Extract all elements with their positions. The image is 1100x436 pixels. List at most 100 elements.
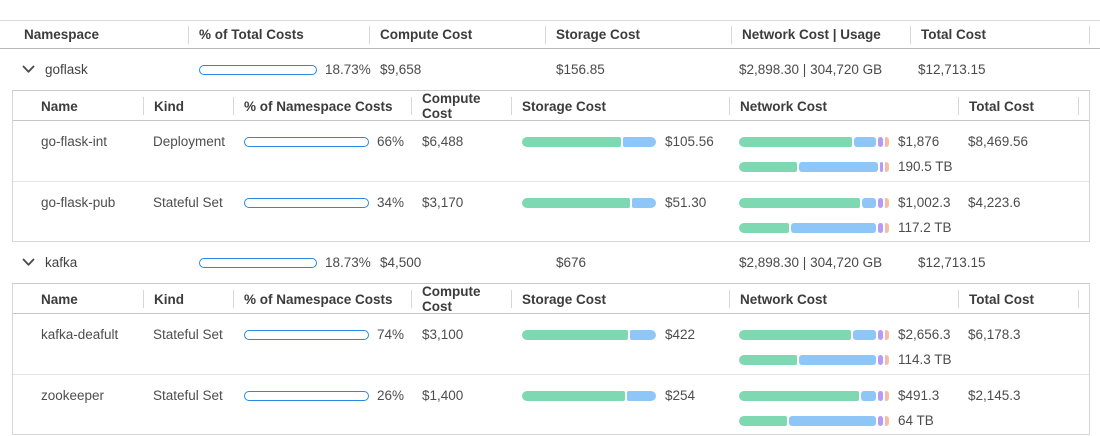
subcol-header-percent-ns: % of Namespace Costs xyxy=(233,284,411,314)
bar-segment-t xyxy=(884,222,889,233)
workload-kind: Stateful Set xyxy=(153,195,223,210)
percent-total-bar xyxy=(199,257,317,268)
storage-cost-bar xyxy=(522,329,656,340)
workload-compute-cost: $3,170 xyxy=(422,195,464,210)
bar-segment-p xyxy=(878,329,883,340)
workload-total-cost: $4,223.6 xyxy=(968,195,1021,210)
chevron-down-icon[interactable] xyxy=(22,258,35,267)
workload-compute-cost: $6,488 xyxy=(422,134,464,149)
workload-total-cost: $2,145.3 xyxy=(968,388,1021,403)
storage-cost-label: $51.30 xyxy=(665,195,707,210)
col-header-namespace: Namespace xyxy=(24,27,100,42)
workload-row-go-flask-int[interactable]: go-flask-int Deployment 66% $6,488 $105.… xyxy=(13,121,1089,181)
subcol-header-total: Total Cost xyxy=(958,91,1089,121)
subcol-header-name: Name xyxy=(41,98,78,114)
workload-compute-cost: $1,400 xyxy=(422,388,464,403)
workload-percent-cell: 34% xyxy=(233,182,411,241)
percent-namespace-label: 66% xyxy=(377,134,405,149)
bar-segment-g xyxy=(739,161,798,172)
storage-cost-bar xyxy=(522,390,656,401)
bar-segment-g xyxy=(739,329,852,340)
network-cost-bar xyxy=(739,329,889,340)
col-header-percent-total: % of Total Costs xyxy=(188,21,369,48)
subcol-header-kind: Kind xyxy=(143,91,233,121)
network-usage-bar xyxy=(739,222,889,233)
col-header-storage: Storage Cost xyxy=(545,21,731,48)
namespace-network-cost-usage: $2,898.30 | 304,720 GB xyxy=(739,255,883,270)
bar-segment-g xyxy=(522,390,625,401)
subcol-header-storage: Storage Cost xyxy=(511,284,729,314)
workload-row-kafka-deafult[interactable]: kafka-deafult Stateful Set 74% $3,100 $4… xyxy=(13,314,1089,374)
col-header-network: Network Cost | Usage xyxy=(731,21,910,48)
subcol-header-percent-ns: % of Namespace Costs xyxy=(233,91,411,121)
workload-row-go-flask-pub[interactable]: go-flask-pub Stateful Set 34% $3,170 $51… xyxy=(13,181,1089,241)
subcol-header-compute: Compute Cost xyxy=(411,91,511,121)
workload-row-zookeeper[interactable]: zookeeper Stateful Set 26% $1,400 $254 $… xyxy=(13,374,1089,434)
namespace-percent-cell: 18.73% xyxy=(188,62,371,77)
bar-segment-p xyxy=(878,136,883,147)
bar-segment-b xyxy=(854,136,877,147)
bar-segment-b xyxy=(623,136,656,147)
namespace-compute-cost: $9,658 xyxy=(380,62,422,77)
workload-kind: Deployment xyxy=(153,134,226,149)
namespace-row-goflask[interactable]: goflask 18.73% $9,658 $156.85 $2,898.30 … xyxy=(0,49,1100,90)
percent-namespace-bar xyxy=(244,197,369,208)
chevron-down-icon[interactable] xyxy=(22,65,35,74)
bar-segment-b xyxy=(860,390,877,401)
subcol-header-compute: Compute Cost xyxy=(411,284,511,314)
workload-total-cost: $8,469.56 xyxy=(968,134,1029,149)
bar-segment-p xyxy=(879,161,883,172)
namespace-compute-cost: $4,500 xyxy=(380,255,422,270)
bar-segment-t xyxy=(884,136,889,147)
network-cost-label: $2,656.3 xyxy=(898,327,951,342)
namespace-storage-cost: $676 xyxy=(556,255,587,270)
bar-segment-b xyxy=(788,415,877,426)
network-usage-label: 117.2 TB xyxy=(898,220,952,235)
storage-cost-label: $105.56 xyxy=(665,134,714,149)
workloads-header: Name Kind % of Namespace Costs Compute C… xyxy=(13,284,1089,314)
bar-segment-b xyxy=(626,390,656,401)
namespace-name-cell[interactable]: kafka xyxy=(0,255,188,270)
workload-network-cell: $491.3 64 TB xyxy=(729,375,958,434)
bar-segment-g xyxy=(739,197,860,208)
namespace-name: goflask xyxy=(45,62,88,77)
subcol-header-name: Name xyxy=(41,291,78,307)
bar-segment-t xyxy=(884,354,889,365)
network-usage-bar xyxy=(739,415,889,426)
bar-segment-g xyxy=(739,136,853,147)
bar-segment-g xyxy=(522,136,621,147)
storage-cost-bar xyxy=(522,197,656,208)
workload-name: go-flask-int xyxy=(41,134,108,149)
bar-segment-b xyxy=(632,197,656,208)
workload-storage-cell: $51.30 xyxy=(511,182,729,241)
network-usage-label: 190.5 TB xyxy=(898,159,953,174)
workloads-subtable-kafka: Name Kind % of Namespace Costs Compute C… xyxy=(12,283,1090,435)
bar-segment-g xyxy=(522,197,631,208)
workload-kind: Stateful Set xyxy=(153,388,223,403)
namespace-name-cell[interactable]: goflask xyxy=(0,62,188,77)
bar-segment-b xyxy=(629,329,656,340)
bar-segment-g xyxy=(739,415,787,426)
workload-name: zookeeper xyxy=(41,388,105,403)
namespace-network-cost-usage: $2,898.30 | 304,720 GB xyxy=(739,62,883,77)
bar-segment-b xyxy=(799,161,878,172)
namespace-table-header: Namespace % of Total Costs Compute Cost … xyxy=(0,20,1100,49)
percent-namespace-bar xyxy=(244,329,369,340)
col-header-compute: Compute Cost xyxy=(369,21,545,48)
subcol-header-total: Total Cost xyxy=(958,284,1089,314)
namespace-total-cost: $12,713.15 xyxy=(918,62,986,77)
network-cost-bar xyxy=(739,197,889,208)
network-cost-label: $491.3 xyxy=(898,388,940,403)
workload-compute-cost: $3,100 xyxy=(422,327,464,342)
workload-network-cell: $2,656.3 114.3 TB xyxy=(729,314,958,374)
namespace-total-cost: $12,713.15 xyxy=(918,255,986,270)
namespace-row-kafka[interactable]: kafka 18.73% $4,500 $676 $2,898.30 | 304… xyxy=(0,242,1100,283)
bar-segment-b xyxy=(861,197,877,208)
top-spacer xyxy=(0,0,1100,20)
workload-percent-cell: 26% xyxy=(233,375,411,434)
bar-segment-g xyxy=(522,329,628,340)
percent-namespace-bar xyxy=(244,136,369,147)
col-header-total: Total Cost xyxy=(910,21,1100,48)
storage-cost-label: $422 xyxy=(665,327,696,342)
